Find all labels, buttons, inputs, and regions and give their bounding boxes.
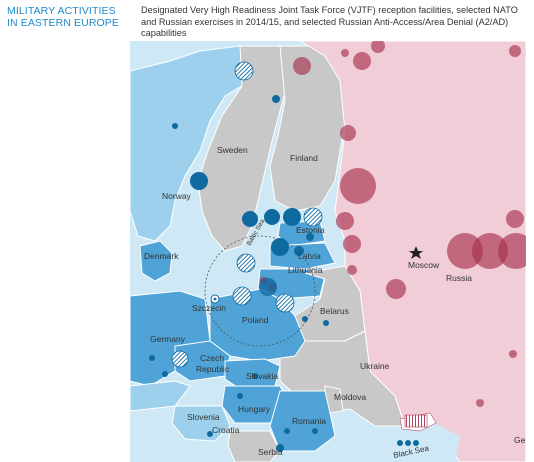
nato-exercise-marker	[271, 238, 289, 256]
nato-exercise-marker	[207, 431, 213, 437]
hatched-circle-icon	[171, 350, 189, 368]
label-germany: Germany	[150, 334, 186, 344]
label-russia: Russia	[446, 273, 472, 283]
nato-exercise-marker	[323, 320, 329, 326]
nato-exercise-marker	[162, 371, 168, 377]
nato-exercise-marker	[294, 246, 304, 256]
label-finland: Finland	[290, 153, 318, 163]
label-norway: Norway	[162, 191, 192, 201]
circled-dot-icon	[213, 297, 217, 301]
nato-exercise-marker	[283, 208, 301, 226]
label-szczecin: Szczecin	[192, 303, 226, 313]
russia-exercise-marker	[498, 233, 526, 269]
russia-exercise-marker	[509, 45, 521, 57]
label-latvia: Latvia	[298, 251, 321, 261]
norway-region	[130, 45, 271, 242]
nato-exercise-marker	[252, 373, 258, 379]
page-subtitle: Designated Very High Readiness Joint Tas…	[141, 5, 518, 38]
croatia-region	[171, 405, 231, 442]
russia-exercise-marker	[341, 49, 349, 57]
russia-exercise-marker	[509, 350, 517, 358]
russia-exercise-marker	[353, 52, 371, 70]
label-slovenia: Slovenia	[187, 412, 220, 422]
russia-exercise-marker	[293, 57, 311, 75]
sweden-region	[197, 45, 289, 252]
label-slovakia: Slovakia	[246, 371, 278, 381]
europe-map: Sweden Finland Norway Estonia Latvia Lit…	[130, 41, 526, 462]
russia-exercise-marker	[472, 233, 508, 269]
russia-exercise-marker	[386, 279, 406, 299]
russia-exercise-marker	[476, 399, 484, 407]
label-hungary: Hungary	[238, 404, 271, 414]
russia-exercise-marker	[343, 235, 361, 253]
russia-exercise-marker	[340, 168, 376, 204]
russia-exercise-marker	[371, 41, 385, 53]
label-belarus: Belarus	[320, 306, 349, 316]
russia-exercise-marker	[447, 233, 483, 269]
label-serbia: Serbia	[258, 447, 283, 457]
nato-exercise-marker	[276, 444, 284, 452]
nato-exercise-marker	[237, 393, 243, 399]
star-icon	[409, 246, 423, 259]
label-moscow: Moscow	[408, 260, 440, 270]
label-czech-republic-2: Republic	[196, 364, 230, 374]
label-sweden: Sweden	[217, 145, 248, 155]
label-ukraine: Ukraine	[360, 361, 390, 371]
nato-exercise-marker	[272, 95, 280, 103]
a2ad-range-circle	[204, 235, 316, 347]
map-panel: Sweden Finland Norway Estonia Latvia Lit…	[130, 41, 526, 462]
nato-exercise-marker	[413, 440, 419, 446]
russia-exercise-marker	[340, 125, 356, 141]
label-georgia-partial: Ge	[514, 435, 526, 445]
nato-exercise-marker	[284, 428, 290, 434]
nato-exercise-marker	[312, 428, 318, 434]
label-denmark: Denmark	[144, 251, 179, 261]
nato-exercise-marker	[172, 123, 178, 129]
label-romania: Romania	[292, 416, 326, 426]
russia-exercise-marker	[347, 265, 357, 275]
nato-exercise-marker	[242, 211, 258, 227]
nato-exercise-marker	[405, 440, 411, 446]
label-poland: Poland	[242, 315, 269, 325]
hatched-circle-icon	[236, 253, 256, 273]
hatched-circle-icon	[232, 286, 252, 306]
nato-exercise-marker	[259, 278, 277, 296]
hatched-circle-icon	[234, 61, 254, 81]
russia-exercise-marker	[506, 210, 524, 228]
crimea-hatched-marker	[404, 414, 428, 428]
nato-exercise-marker	[306, 233, 314, 241]
hatched-circle-icon	[275, 293, 295, 313]
nato-exercise-marker	[190, 172, 208, 190]
nato-exercise-marker	[149, 355, 155, 361]
black-sea-area	[380, 421, 460, 462]
denmark-region	[139, 240, 173, 282]
nato-exercise-marker	[302, 316, 308, 322]
label-moldova: Moldova	[334, 392, 366, 402]
nato-exercise-marker	[264, 209, 280, 225]
nato-exercise-marker	[397, 440, 403, 446]
serbia-region	[227, 430, 281, 462]
nato-exercise-markers	[149, 61, 419, 452]
russia-exercise-marker	[336, 212, 354, 230]
romania-region	[269, 390, 336, 452]
austria-region	[130, 380, 191, 412]
page-title: MILITARY ACTIVITIES IN EASTERN EUROPE	[7, 5, 119, 29]
hatched-circle-icon	[303, 207, 323, 227]
label-czech-republic: Czech	[200, 353, 224, 363]
label-croatia: Croatia	[212, 425, 240, 435]
russian-exercise-markers	[260, 41, 526, 428]
label-estonia: Estonia	[296, 225, 325, 235]
label-lithuania: Lithuania	[288, 265, 323, 275]
